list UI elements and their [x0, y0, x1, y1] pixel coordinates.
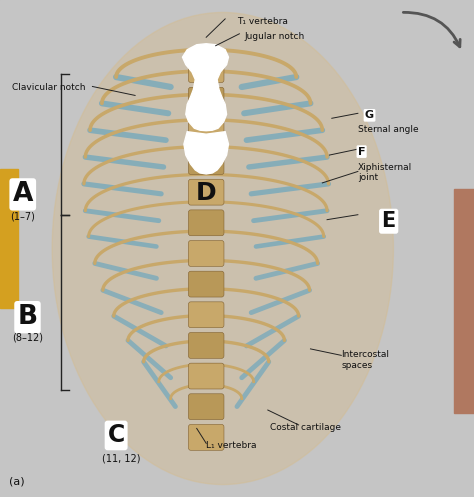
- Text: Costal cartilage: Costal cartilage: [270, 423, 341, 432]
- Text: F: F: [358, 147, 365, 157]
- FancyBboxPatch shape: [188, 118, 224, 144]
- Text: Intercostal
spaces: Intercostal spaces: [341, 350, 389, 370]
- FancyBboxPatch shape: [188, 87, 224, 113]
- FancyBboxPatch shape: [188, 332, 224, 358]
- Text: C: C: [108, 423, 125, 447]
- Text: E: E: [382, 211, 396, 231]
- FancyBboxPatch shape: [188, 241, 224, 266]
- Text: Xiphisternal
joint: Xiphisternal joint: [358, 163, 412, 182]
- FancyBboxPatch shape: [188, 271, 224, 297]
- Text: L₁ vertebra: L₁ vertebra: [206, 441, 257, 450]
- Text: Sternal angle: Sternal angle: [358, 125, 419, 134]
- FancyBboxPatch shape: [188, 302, 224, 328]
- FancyArrowPatch shape: [403, 12, 460, 47]
- FancyBboxPatch shape: [188, 57, 224, 83]
- Text: (1–7): (1–7): [10, 211, 35, 221]
- Text: A: A: [13, 181, 33, 207]
- Polygon shape: [184, 132, 228, 174]
- Text: (8–12): (8–12): [12, 333, 43, 343]
- FancyBboxPatch shape: [188, 363, 224, 389]
- Text: B: B: [18, 304, 37, 330]
- Bar: [454, 189, 474, 413]
- FancyBboxPatch shape: [188, 149, 224, 174]
- Polygon shape: [182, 44, 228, 131]
- FancyBboxPatch shape: [188, 394, 224, 419]
- Text: D: D: [196, 181, 217, 205]
- Text: G: G: [365, 110, 374, 120]
- FancyBboxPatch shape: [188, 210, 224, 236]
- FancyBboxPatch shape: [188, 179, 224, 205]
- Text: Jugular notch: Jugular notch: [244, 32, 304, 41]
- Bar: [0, 169, 18, 308]
- Text: T₁ vertebra: T₁ vertebra: [237, 17, 288, 26]
- Text: (a): (a): [9, 476, 25, 486]
- Text: (11, 12): (11, 12): [101, 453, 140, 463]
- Text: Clavicular notch: Clavicular notch: [12, 83, 85, 92]
- Ellipse shape: [52, 12, 393, 485]
- FancyBboxPatch shape: [188, 424, 224, 450]
